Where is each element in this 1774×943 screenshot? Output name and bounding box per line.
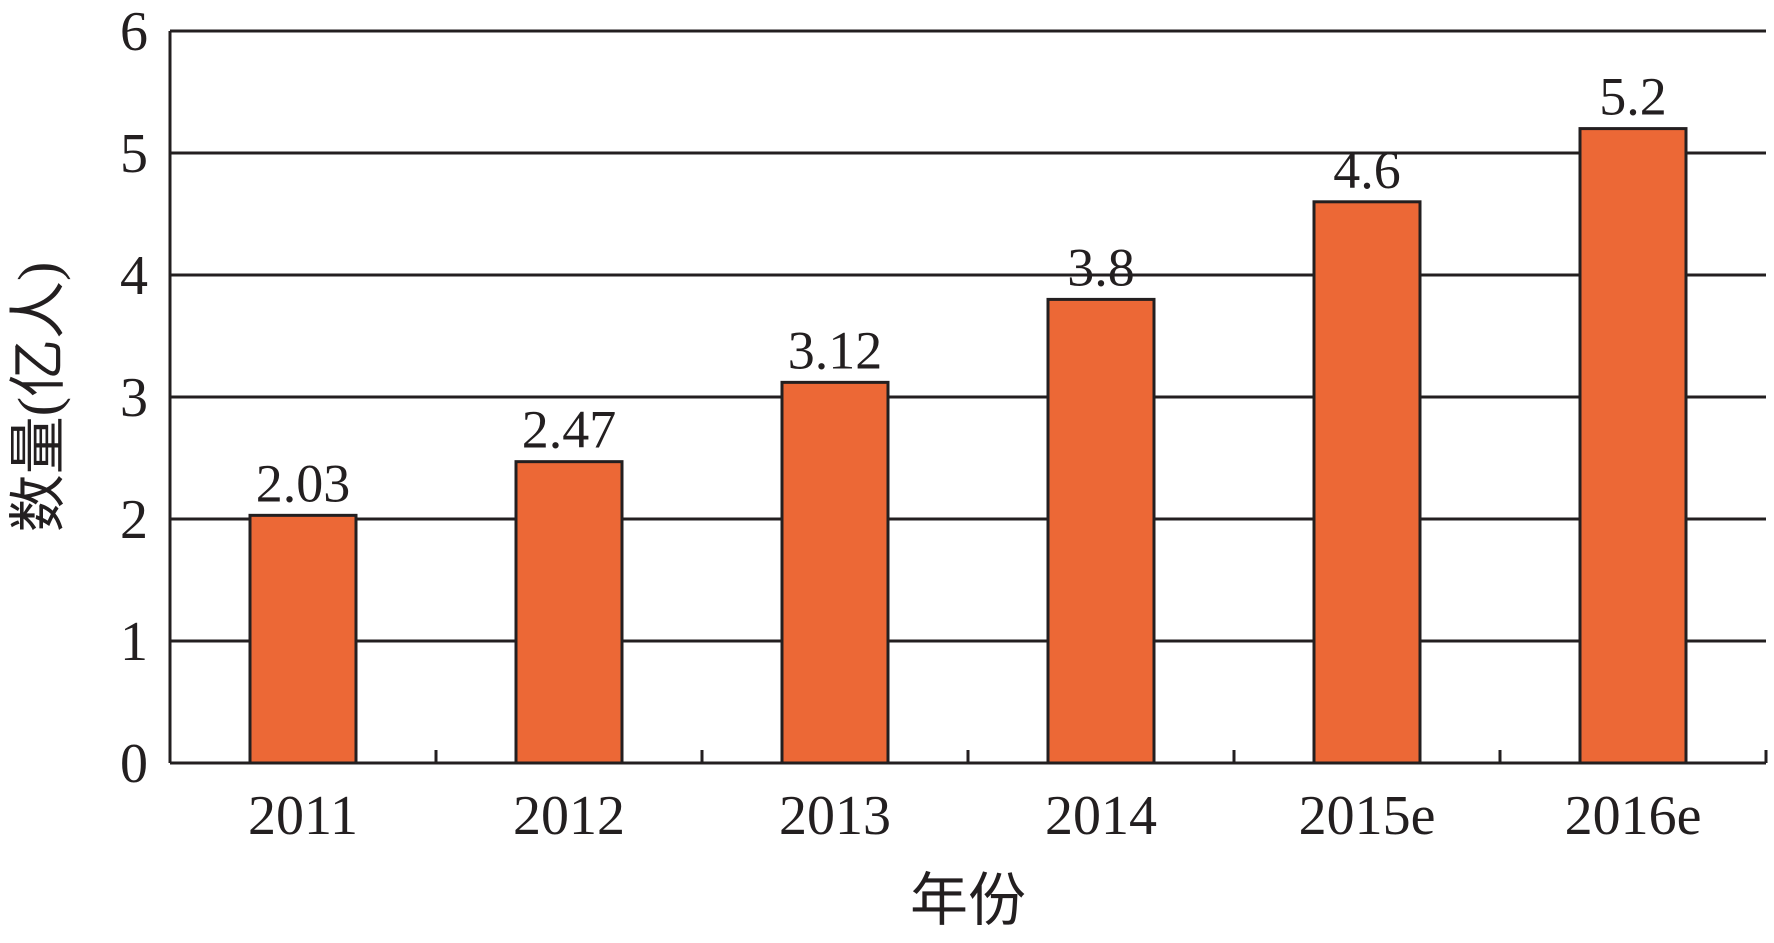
bar-2011 (248, 513, 358, 765)
y-axis-title: 数量(亿人) (6, 262, 71, 533)
x-tick-label: 2013 (779, 785, 891, 847)
x-tick-label: 2015e (1299, 785, 1436, 847)
bar-2014 (1046, 297, 1156, 765)
gridlines (170, 29, 1766, 643)
data-label: 2.47 (522, 400, 617, 460)
data-labels: 2.03 2.47 3.12 3.8 4.6 5.2 (256, 67, 1667, 514)
x-tick-labels: 2011 2012 2013 2014 2015e 2016e (248, 785, 1701, 847)
y-tick-label: 4 (120, 245, 148, 307)
y-tick-label: 6 (120, 1, 148, 63)
y-tick-label: 0 (120, 733, 148, 795)
bar-2016e (1578, 127, 1688, 765)
x-axis-title: 年份 (910, 868, 1026, 933)
y-tick-label: 3 (120, 367, 148, 429)
y-tick-labels: 0 1 2 3 4 5 6 (120, 1, 148, 795)
bars (248, 127, 1688, 765)
bar-2012 (514, 460, 624, 765)
data-label: 3.8 (1067, 237, 1135, 297)
x-tick-label: 2012 (513, 785, 625, 847)
data-label: 3.12 (788, 320, 883, 380)
data-label: 5.2 (1599, 67, 1667, 127)
y-tick-label: 5 (120, 123, 148, 185)
bar-2013 (780, 380, 890, 765)
data-label: 4.6 (1333, 140, 1401, 200)
data-label: 2.03 (256, 453, 351, 513)
axes (168, 29, 1768, 765)
x-tick-label: 2016e (1565, 785, 1702, 847)
x-tick-label: 2011 (248, 785, 358, 847)
y-tick-label: 1 (120, 611, 148, 673)
y-tick-label: 2 (120, 489, 148, 551)
bar-2015e (1312, 200, 1422, 765)
x-tick-label: 2014 (1045, 785, 1157, 847)
